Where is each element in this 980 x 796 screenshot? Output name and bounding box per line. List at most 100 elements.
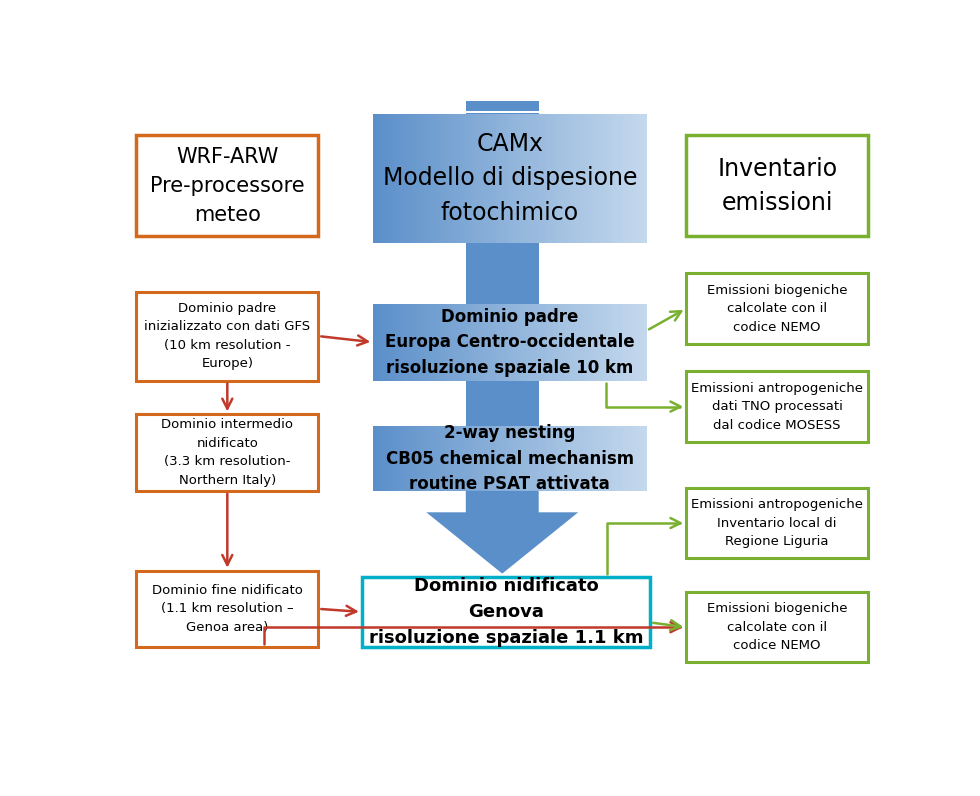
Bar bbox=[507, 427, 511, 491]
Bar bbox=[455, 304, 460, 380]
Bar bbox=[415, 114, 418, 243]
Bar bbox=[633, 304, 637, 380]
Bar bbox=[466, 380, 539, 427]
Bar bbox=[411, 427, 415, 491]
Bar bbox=[493, 427, 497, 491]
Bar bbox=[537, 304, 541, 380]
Bar bbox=[479, 304, 483, 380]
Bar bbox=[548, 304, 552, 380]
Bar bbox=[390, 427, 394, 491]
Bar bbox=[581, 304, 586, 380]
Bar bbox=[475, 304, 480, 380]
Bar bbox=[619, 114, 623, 243]
Bar bbox=[568, 114, 572, 243]
Bar bbox=[595, 304, 600, 380]
Bar bbox=[541, 304, 545, 380]
Bar bbox=[562, 114, 565, 243]
Bar bbox=[636, 114, 641, 243]
Text: Inventario
emissioni: Inventario emissioni bbox=[717, 157, 837, 215]
Bar bbox=[380, 114, 384, 243]
Bar bbox=[622, 114, 627, 243]
Bar bbox=[462, 304, 466, 380]
Bar bbox=[435, 304, 439, 380]
Bar bbox=[401, 304, 405, 380]
Bar bbox=[500, 427, 504, 491]
Bar bbox=[619, 304, 623, 380]
Bar bbox=[626, 304, 630, 380]
Bar bbox=[626, 114, 630, 243]
Bar bbox=[496, 304, 501, 380]
Bar bbox=[428, 114, 432, 243]
Bar bbox=[527, 304, 531, 380]
Bar bbox=[588, 114, 593, 243]
Bar bbox=[496, 114, 501, 243]
Bar bbox=[578, 427, 582, 491]
Bar bbox=[438, 114, 442, 243]
Bar bbox=[592, 114, 596, 243]
Bar bbox=[394, 304, 398, 380]
Bar bbox=[558, 427, 562, 491]
Bar bbox=[441, 427, 446, 491]
Bar bbox=[592, 304, 596, 380]
Bar bbox=[136, 291, 318, 380]
Bar bbox=[523, 427, 527, 491]
Bar bbox=[390, 304, 394, 380]
Bar bbox=[612, 114, 616, 243]
Bar bbox=[615, 114, 620, 243]
Bar bbox=[475, 114, 480, 243]
Bar bbox=[408, 304, 412, 380]
Text: Dominio padre
Europa Centro-occidentale
risoluzione spaziale 10 km: Dominio padre Europa Centro-occidentale … bbox=[385, 307, 635, 377]
Bar bbox=[380, 427, 384, 491]
Bar bbox=[585, 427, 589, 491]
Bar bbox=[394, 114, 398, 243]
Bar bbox=[438, 427, 442, 491]
Bar bbox=[486, 114, 490, 243]
Bar bbox=[507, 304, 511, 380]
Bar bbox=[578, 304, 582, 380]
Bar bbox=[411, 304, 415, 380]
Bar bbox=[544, 427, 548, 491]
Bar bbox=[530, 114, 534, 243]
Text: Dominio nidificato
Genova
risoluzione spaziale 1.1 km: Dominio nidificato Genova risoluzione sp… bbox=[368, 577, 643, 646]
Bar bbox=[438, 304, 442, 380]
Bar bbox=[415, 427, 418, 491]
Bar bbox=[383, 114, 387, 243]
Bar bbox=[503, 114, 508, 243]
Bar bbox=[136, 414, 318, 491]
Bar bbox=[466, 304, 469, 380]
Bar bbox=[387, 304, 391, 380]
Bar bbox=[408, 427, 412, 491]
Bar bbox=[609, 427, 613, 491]
Bar bbox=[401, 114, 405, 243]
Bar bbox=[612, 304, 616, 380]
Bar bbox=[606, 114, 610, 243]
Bar bbox=[373, 304, 377, 380]
Bar bbox=[373, 114, 377, 243]
Bar bbox=[421, 304, 425, 380]
Bar bbox=[472, 114, 476, 243]
Bar bbox=[408, 114, 412, 243]
Bar bbox=[452, 304, 456, 380]
Bar bbox=[564, 304, 568, 380]
Bar bbox=[404, 304, 408, 380]
Bar bbox=[136, 135, 318, 236]
Bar bbox=[595, 114, 600, 243]
Bar bbox=[455, 427, 460, 491]
Bar bbox=[633, 114, 637, 243]
Bar bbox=[493, 114, 497, 243]
Bar bbox=[609, 114, 613, 243]
Bar bbox=[489, 114, 494, 243]
Bar bbox=[568, 304, 572, 380]
Bar bbox=[380, 304, 384, 380]
Bar bbox=[441, 304, 446, 380]
Bar bbox=[575, 304, 579, 380]
Bar bbox=[571, 427, 575, 491]
Bar bbox=[466, 113, 539, 123]
Bar bbox=[516, 304, 520, 380]
Bar bbox=[373, 427, 377, 491]
Bar bbox=[555, 114, 559, 243]
Text: Dominio intermedio
nidificato
(3.3 km resolution-
Northern Italy): Dominio intermedio nidificato (3.3 km re… bbox=[162, 418, 293, 487]
Bar bbox=[686, 135, 868, 236]
Bar bbox=[544, 114, 548, 243]
Bar bbox=[548, 114, 552, 243]
